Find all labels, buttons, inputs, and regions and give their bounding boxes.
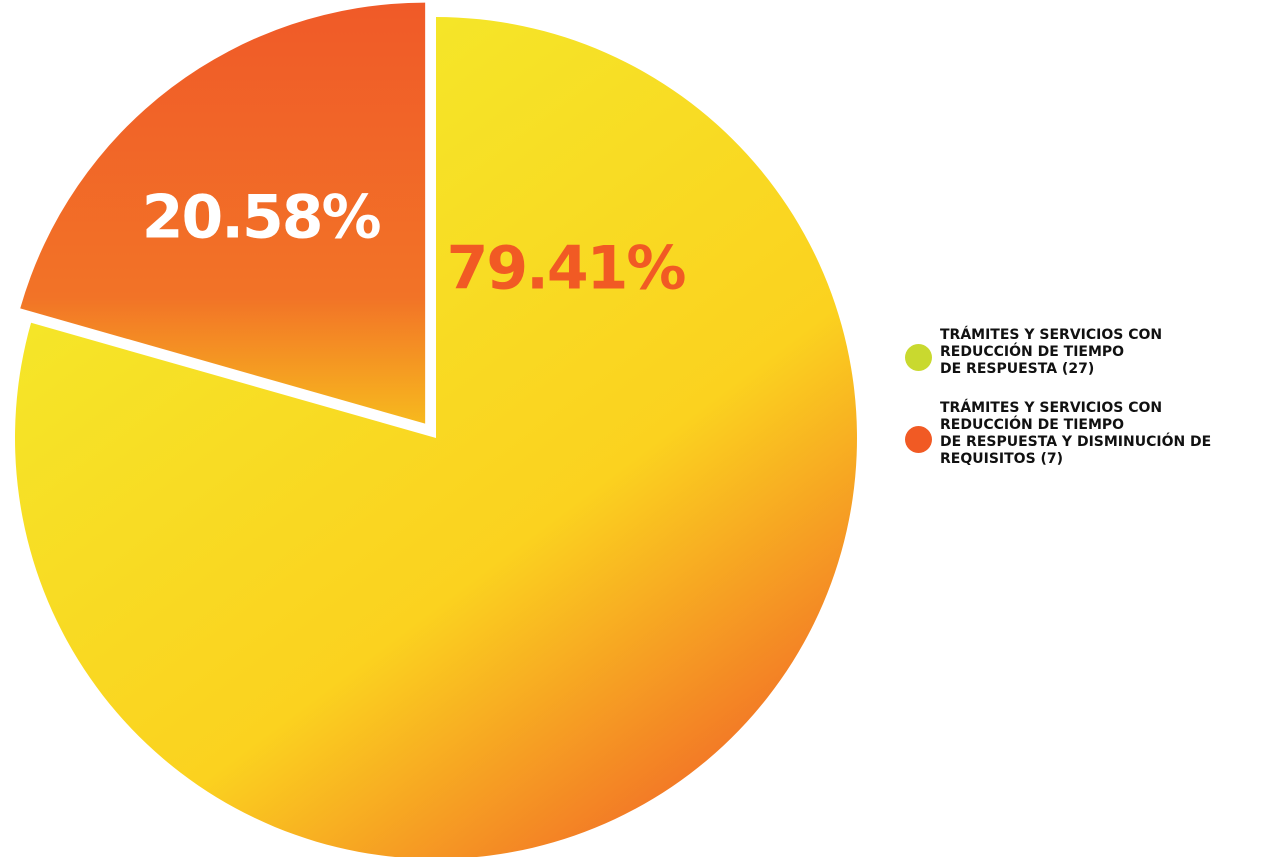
legend-swatch-slice-0 [905, 344, 932, 371]
pie-slice-label-0: 79.41% [447, 234, 686, 304]
pie-slices [15, 2, 857, 857]
pie-slice-label-1: 20.58% [142, 183, 381, 253]
legend-item-slice-1: TRÁMITES Y SERVICIOS CON REDUCCIÓN DE TI… [900, 400, 1275, 468]
legend-swatch-slice-1 [905, 426, 932, 453]
legend-label-slice-0: TRÁMITES Y SERVICIOS CON REDUCCIÓN DE TI… [940, 327, 1163, 377]
pie-slice-1 [20, 2, 426, 424]
legend: TRÁMITES Y SERVICIOS CON REDUCCIÓN DE TI… [900, 327, 1275, 490]
legend-label-slice-1: TRÁMITES Y SERVICIOS CON REDUCCIÓN DE TI… [940, 400, 1212, 467]
legend-item-slice-0: TRÁMITES Y SERVICIOS CON REDUCCIÓN DE TI… [900, 327, 1275, 378]
pie-slice-0 [15, 17, 857, 857]
pie-labels: 20.58% 79.41% [142, 183, 688, 304]
